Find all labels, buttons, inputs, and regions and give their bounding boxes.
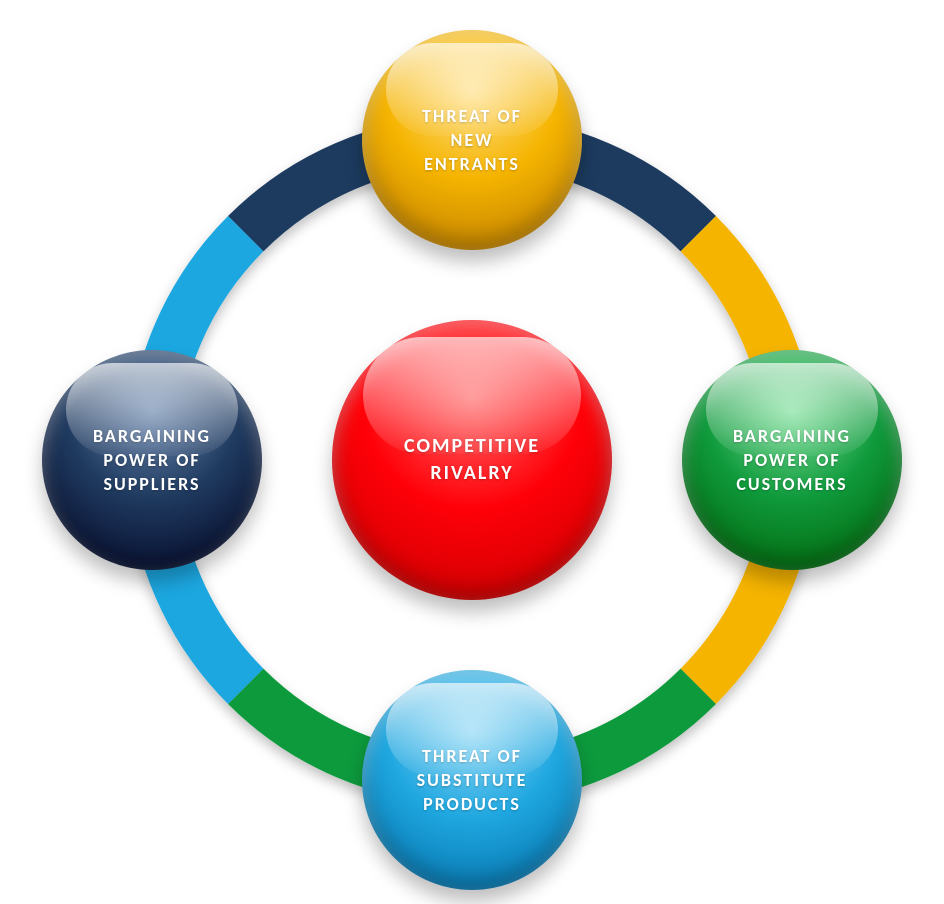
- node-threat-new-entrants: THREAT OF NEW ENTRANTS: [362, 30, 582, 250]
- node-right-label: BARGAINING POWER OF CUSTOMERS: [723, 414, 861, 507]
- node-left-label: BARGAINING POWER OF SUPPLIERS: [83, 414, 221, 507]
- center-node-label: COMPETITIVE RIVALRY: [394, 423, 550, 497]
- node-bargaining-suppliers: BARGAINING POWER OF SUPPLIERS: [42, 350, 262, 570]
- center-node-competitive-rivalry: COMPETITIVE RIVALRY: [332, 320, 612, 600]
- node-bargaining-customers: BARGAINING POWER OF CUSTOMERS: [682, 350, 902, 570]
- node-top-label: THREAT OF NEW ENTRANTS: [412, 94, 532, 187]
- node-threat-substitutes: THREAT OF SUBSTITUTE PRODUCTS: [362, 670, 582, 890]
- node-bottom-label: THREAT OF SUBSTITUTE PRODUCTS: [407, 734, 538, 827]
- five-forces-diagram: COMPETITIVE RIVALRY THREAT OF NEW ENTRAN…: [0, 0, 944, 904]
